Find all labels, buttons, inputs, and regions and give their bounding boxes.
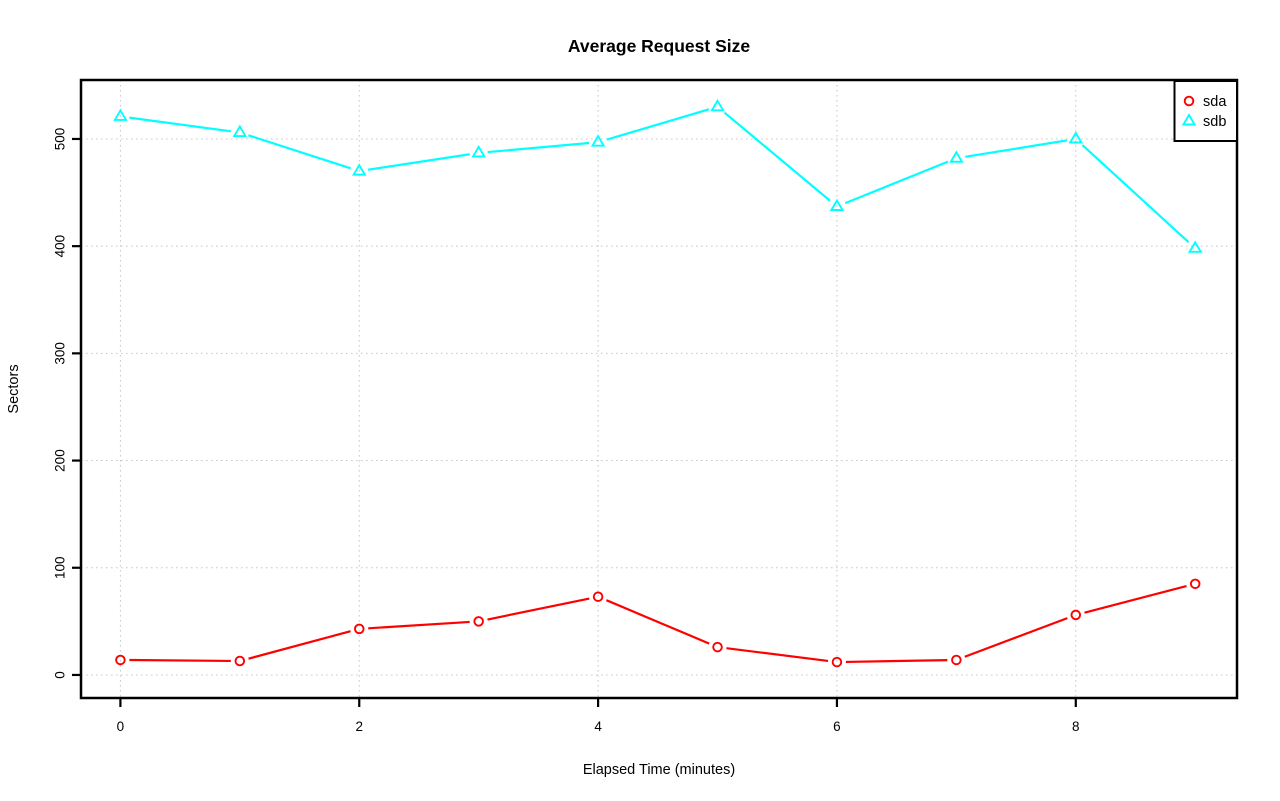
series-line-sda bbox=[1084, 585, 1187, 614]
tick-labels: 0 2 4 6 8 0 100 200 300 400 500 bbox=[53, 128, 1080, 734]
data-point-sdb-7 bbox=[949, 150, 964, 163]
series-line-sdb bbox=[487, 141, 590, 154]
series-line-sdb bbox=[367, 153, 470, 171]
data-point-sdb-0 bbox=[113, 108, 128, 121]
series-line-sda bbox=[129, 658, 231, 663]
series-line-sdb bbox=[844, 160, 949, 205]
y-tick-label-100: 100 bbox=[53, 556, 68, 579]
data-point-sdb-8 bbox=[1068, 131, 1084, 144]
legend-box bbox=[1173, 80, 1238, 142]
series-sda bbox=[115, 578, 1201, 668]
data-point-sda-9 bbox=[1189, 578, 1201, 590]
data-point-sdb-1 bbox=[232, 124, 248, 137]
data-point-sda-2 bbox=[354, 623, 365, 635]
series-line-sdb bbox=[248, 134, 352, 170]
series-line-sdb bbox=[1081, 144, 1190, 244]
data-point-sda-3 bbox=[473, 616, 484, 627]
legend-label-sda: sda bbox=[1203, 94, 1227, 110]
data-point-sdb-5 bbox=[710, 98, 725, 112]
data-point-sda-5 bbox=[712, 641, 723, 653]
data-point-sda-7 bbox=[951, 654, 962, 666]
x-tick-label-0: 0 bbox=[117, 719, 125, 734]
y-tick-label-0: 0 bbox=[53, 671, 68, 679]
series-line-sda bbox=[726, 647, 829, 663]
data-point-sda-0 bbox=[115, 654, 126, 666]
data-point-sda-4 bbox=[592, 591, 604, 602]
series-line-sda bbox=[964, 617, 1068, 658]
data-point-sda-6 bbox=[831, 656, 843, 668]
y-tick-label-500: 500 bbox=[53, 128, 68, 151]
series-line-sda bbox=[248, 630, 351, 660]
series-line-sda bbox=[368, 620, 470, 630]
data-point-sdb-3 bbox=[471, 145, 486, 158]
y-tick-label-200: 200 bbox=[53, 449, 68, 472]
data-point-sdb-6 bbox=[829, 198, 845, 211]
series-line-sdb bbox=[965, 139, 1068, 158]
legend-marker-sda bbox=[1183, 95, 1195, 107]
legend-label-sdb: sdb bbox=[1203, 114, 1226, 130]
y-tick-label-300: 300 bbox=[53, 342, 68, 365]
series-line-sda bbox=[845, 659, 948, 664]
legend-marker-sdb bbox=[1181, 113, 1197, 126]
data-point-sda-1 bbox=[234, 655, 246, 667]
x-tick-label-6: 6 bbox=[833, 719, 841, 734]
data-point-sdb-2 bbox=[351, 163, 367, 176]
chart-title: Average Request Size bbox=[567, 36, 751, 56]
y-axis-label: Sectors bbox=[6, 364, 22, 414]
x-tick-label-4: 4 bbox=[594, 719, 602, 734]
series-line-sdb bbox=[723, 111, 831, 202]
y-tick-label-400: 400 bbox=[53, 235, 68, 258]
series-line-sda bbox=[487, 597, 590, 621]
axes bbox=[72, 137, 1077, 707]
series-line-sda bbox=[605, 599, 710, 645]
legend: sda sdb bbox=[1173, 80, 1238, 142]
plot-border bbox=[79, 78, 1239, 700]
data-point-sda-8 bbox=[1070, 609, 1082, 621]
x-axis-label: Elapsed Time (minutes) bbox=[582, 762, 736, 778]
series-line-sdb bbox=[129, 116, 232, 133]
gridlines bbox=[81, 80, 1237, 698]
x-tick-label-8: 8 bbox=[1072, 719, 1080, 734]
x-tick-label-2: 2 bbox=[355, 719, 363, 734]
series-sdb bbox=[113, 98, 1203, 253]
data-point-sdb-4 bbox=[590, 134, 606, 147]
data-point-sdb-9 bbox=[1187, 240, 1203, 253]
series-line-sdb bbox=[606, 108, 710, 141]
